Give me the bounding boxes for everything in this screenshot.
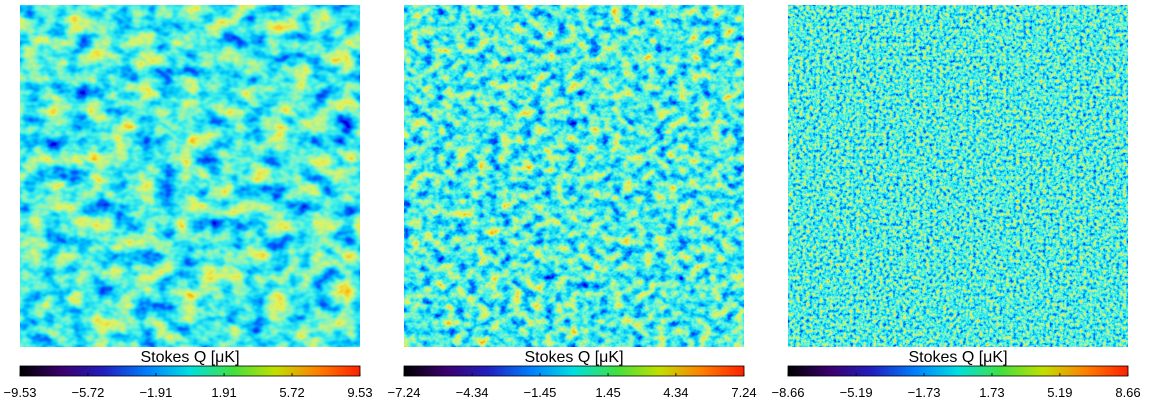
tick-label: −5.19 xyxy=(840,385,873,400)
colorbar-label: Stokes Q [μK] xyxy=(140,349,239,366)
colorbar xyxy=(403,365,745,377)
tick-label: −1.73 xyxy=(908,385,941,400)
tick-label: 5.19 xyxy=(1047,385,1072,400)
tick-label: −1.91 xyxy=(139,385,172,400)
tick-label: 4.34 xyxy=(663,385,688,400)
colorbar xyxy=(787,365,1129,377)
tick-label: 7.24 xyxy=(731,385,756,400)
tick-label: 9.53 xyxy=(347,385,372,400)
tick-label: 8.66 xyxy=(1115,385,1140,400)
tick-label: 1.73 xyxy=(979,385,1004,400)
tick-label: 1.91 xyxy=(211,385,236,400)
tick-label: −4.34 xyxy=(456,385,489,400)
tick-label: −9.53 xyxy=(4,385,37,400)
tick-label: 5.72 xyxy=(279,385,304,400)
map-image xyxy=(20,5,360,347)
tick-label: −8.66 xyxy=(772,385,805,400)
map-image xyxy=(788,5,1128,347)
map-image xyxy=(404,5,744,347)
colorbar xyxy=(19,365,361,377)
colorbar-label: Stokes Q [μK] xyxy=(524,349,623,366)
tick-label: −5.72 xyxy=(72,385,105,400)
tick-label: −1.45 xyxy=(523,385,556,400)
colorbar-label: Stokes Q [μK] xyxy=(908,349,1007,366)
tick-label: 1.45 xyxy=(595,385,620,400)
tick-label: −7.24 xyxy=(388,385,421,400)
